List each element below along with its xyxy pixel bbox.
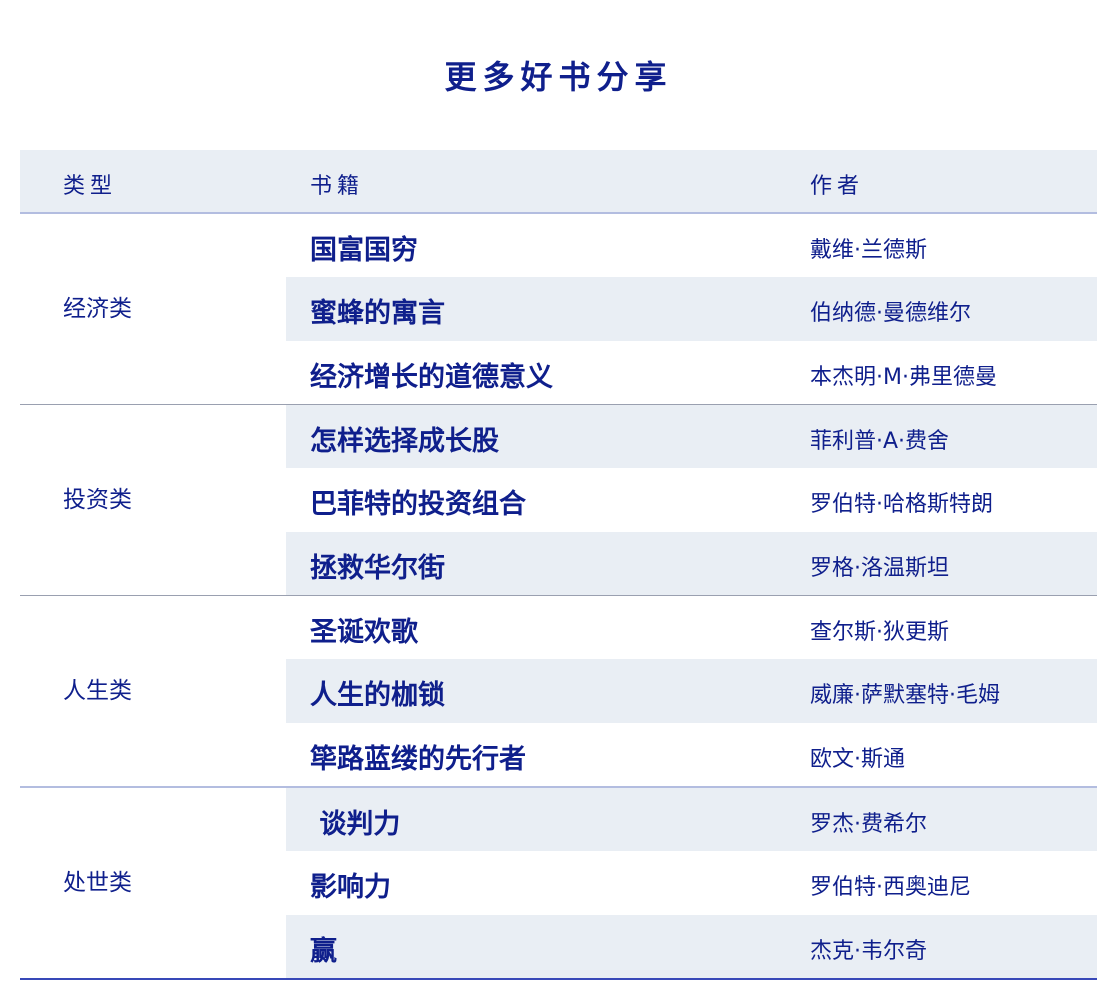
book-title: 赢	[310, 935, 337, 967]
book-author: 菲利普·A·费舍	[810, 429, 950, 454]
book-table: 类型 书籍 作者 经济类 国富国穷 戴维·兰德斯 蜜蜂的寓言 伯纳德·曼德维尔 经济…	[20, 150, 1097, 980]
book-author: 罗伯特·西奥迪尼	[810, 875, 971, 901]
header-author: 作者	[810, 174, 865, 199]
group-conduct: 处世类 谈判力 罗杰·费希尔 影响力 罗伯特·西奥迪尼 赢 杰克·韦尔奇	[20, 788, 1097, 980]
group-type: 投资类	[63, 487, 132, 513]
book-title: 拯救华尔街	[310, 552, 445, 584]
book-author: 戴维·兰德斯	[810, 238, 927, 263]
group-type: 经济类	[63, 296, 132, 322]
book-author: 威廉·萨默塞特·毛姆	[810, 683, 1000, 709]
group-economics: 经济类 国富国穷 戴维·兰德斯 蜜蜂的寓言 伯纳德·曼德维尔 经济增长的道德意义 本杰…	[20, 214, 1097, 405]
group-life: 人生类 圣诞欢歌 查尔斯·狄更斯 人生的枷锁 威廉·萨默塞特·毛姆 筚路蓝缕的先行者…	[20, 596, 1097, 788]
book-title: 巴菲特的投资组合	[310, 489, 526, 521]
book-author: 本杰明·M·弗里德曼	[810, 364, 997, 390]
group-type: 人生类	[63, 678, 132, 704]
table-row: 谈判力 罗杰·费希尔	[286, 788, 1097, 852]
book-author: 欧文·斯通	[810, 746, 905, 772]
book-title: 国富国穷	[310, 235, 418, 266]
book-title: 影响力	[310, 872, 391, 904]
table-row: 赢 杰克·韦尔奇	[286, 914, 1097, 978]
table-row: 蜜蜂的寓言 伯纳德·曼德维尔	[286, 277, 1097, 341]
book-title: 圣诞欢歌	[310, 617, 418, 648]
book-title: 经济增长的道德意义	[310, 361, 553, 393]
header-book: 书籍	[310, 174, 365, 199]
group-type: 处世类	[63, 870, 132, 896]
book-author: 罗格·洛温斯坦	[810, 555, 949, 581]
book-author: 伯纳德·曼德维尔	[810, 301, 971, 327]
table-row: 影响力 罗伯特·西奥迪尼	[286, 851, 1097, 914]
table-row: 怎样选择成长股 菲利普·A·费舍	[286, 405, 1097, 469]
table-row: 巴菲特的投资组合 罗伯特·哈格斯特朗	[286, 468, 1097, 531]
table-row: 经济增长的道德意义 本杰明·M·弗里德曼	[286, 341, 1097, 404]
header-type: 类型	[63, 174, 118, 199]
group-investment: 投资类 怎样选择成长股 菲利普·A·费舍 巴菲特的投资组合 罗伯特·哈格斯特朗 拯救…	[20, 405, 1097, 596]
table-row: 拯救华尔街 罗格·洛温斯坦	[286, 531, 1097, 595]
book-author: 查尔斯·狄更斯	[810, 620, 949, 645]
book-title: 筚路蓝缕的先行者	[310, 743, 526, 775]
table-header: 类型 书籍 作者	[20, 150, 1097, 214]
book-title: 人生的枷锁	[310, 680, 445, 712]
book-author: 罗伯特·哈格斯特朗	[810, 492, 993, 518]
book-title: 怎样选择成长股	[310, 426, 499, 457]
book-author: 杰克·韦尔奇	[810, 938, 927, 964]
table-row: 人生的枷锁 威廉·萨默塞特·毛姆	[286, 659, 1097, 723]
book-title: 谈判力	[310, 809, 401, 840]
table-row: 筚路蓝缕的先行者 欧文·斯通	[286, 723, 1097, 786]
table-row: 圣诞欢歌 查尔斯·狄更斯	[286, 596, 1097, 659]
table-row: 国富国穷 戴维·兰德斯	[286, 214, 1097, 277]
page-title: 更多好书分享	[444, 58, 673, 96]
book-author: 罗杰·费希尔	[810, 812, 927, 837]
book-title: 蜜蜂的寓言	[310, 298, 445, 330]
